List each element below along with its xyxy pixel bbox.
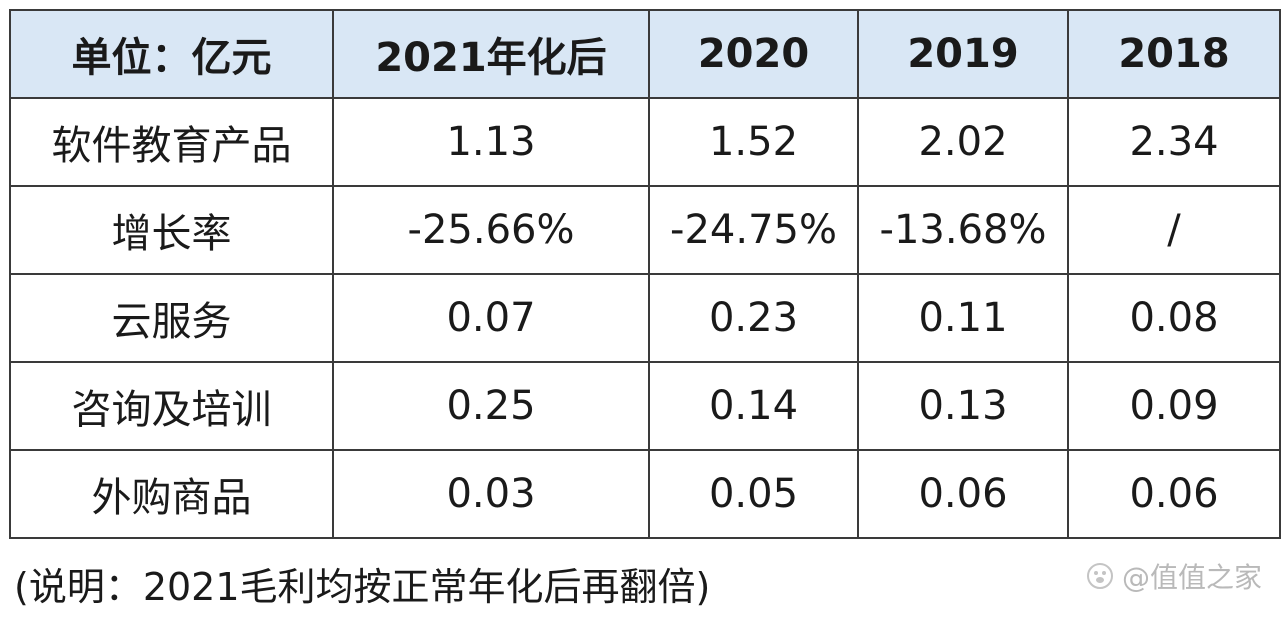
header-2021: 2021年化后 [332, 9, 650, 99]
header-2020: 2020 [648, 9, 859, 99]
table-cell: 0.08 [1067, 273, 1281, 363]
table-row: 云服务 0.07 0.23 0.11 0.08 [9, 273, 1281, 363]
footnote: (说明：2021毛利均按正常年化后再翻倍) [14, 565, 711, 609]
table-cell: 0.05 [648, 449, 859, 539]
table-row: 外购商品 0.03 0.05 0.06 0.06 [9, 449, 1281, 539]
table-cell: 1.52 [648, 97, 859, 187]
table-cell: / [1067, 185, 1281, 275]
row-label: 云服务 [9, 273, 334, 363]
table-cell: 0.13 [857, 361, 1069, 451]
table-cell: 0.06 [857, 449, 1069, 539]
table-row: 增长率 -25.66% -24.75% -13.68% / [9, 185, 1281, 275]
watermark: @值值之家 [1086, 556, 1262, 596]
header-2019: 2019 [857, 9, 1069, 99]
table-cell: 0.06 [1067, 449, 1281, 539]
table-cell: 0.09 [1067, 361, 1281, 451]
paw-logo-icon [1086, 563, 1113, 589]
header-row: 单位：亿元 2021年化后 2020 2019 2018 [9, 9, 1281, 99]
table-cell: 0.03 [332, 449, 650, 539]
table-row: 咨询及培训 0.25 0.14 0.13 0.09 [9, 361, 1281, 451]
table-cell: 0.07 [332, 273, 650, 363]
header-2018: 2018 [1067, 9, 1281, 99]
revenue-table: 单位：亿元 2021年化后 2020 2019 2018 软件教育产品 1.13… [9, 9, 1281, 539]
table-row: 软件教育产品 1.13 1.52 2.02 2.34 [9, 97, 1281, 187]
header-unit: 单位：亿元 [9, 9, 334, 99]
table-cell: 0.11 [857, 273, 1069, 363]
table-cell: 1.13 [332, 97, 650, 187]
row-label: 增长率 [9, 185, 334, 275]
watermark-text: @值值之家 [1121, 561, 1262, 594]
table-cell: -24.75% [648, 185, 859, 275]
table-cell: -25.66% [332, 185, 650, 275]
row-label: 咨询及培训 [9, 361, 334, 451]
table-cell: -13.68% [857, 185, 1069, 275]
table-cell: 0.14 [648, 361, 859, 451]
table-cell: 0.25 [332, 361, 650, 451]
row-label: 外购商品 [9, 449, 334, 539]
row-label: 软件教育产品 [9, 97, 334, 187]
table-cell: 2.02 [857, 97, 1069, 187]
table-cell: 2.34 [1067, 97, 1281, 187]
table-cell: 0.23 [648, 273, 859, 363]
